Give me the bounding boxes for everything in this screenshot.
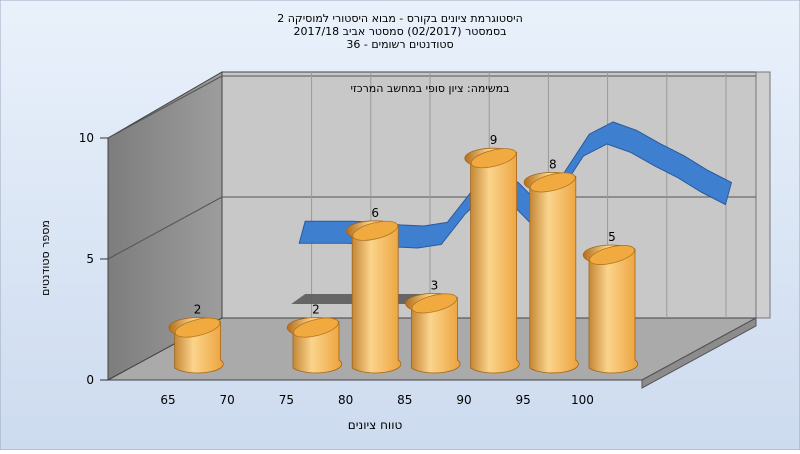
- bar-value-label: 2: [194, 303, 202, 317]
- bar-100: 5: [582, 230, 639, 374]
- x-axis-ticks: 65 70 75 80 85 90 95 100: [160, 393, 593, 407]
- bar-85: 3: [405, 278, 461, 374]
- bar-body: [346, 220, 402, 374]
- right-wall: [755, 71, 771, 319]
- title-line-3: סטודנטים רשומים - 36: [346, 38, 453, 51]
- y-tick-label: 10: [79, 131, 94, 145]
- bar-95: 8: [523, 157, 579, 374]
- bar-top: [411, 293, 458, 314]
- x-tick-label: 65: [160, 393, 175, 407]
- bar-value-label: 9: [490, 133, 498, 147]
- x-tick-label: 80: [338, 393, 353, 407]
- bar-top: [293, 317, 339, 338]
- y-tick-label: 5: [86, 252, 94, 266]
- bar-value-label: 6: [371, 206, 379, 220]
- bar-body: [464, 147, 520, 374]
- bar-75: 2: [286, 303, 343, 374]
- y-axis-ticks: 0 5 10: [79, 131, 108, 387]
- floor-edge: [641, 317, 757, 389]
- bar-value-label: 3: [431, 278, 439, 292]
- x-tick-label: 95: [516, 393, 531, 407]
- bar-top: [352, 220, 399, 241]
- x-tick-label: 70: [220, 393, 235, 407]
- bar-90: 9: [464, 133, 520, 374]
- bar-body: [523, 172, 579, 374]
- x-tick-label: 90: [456, 393, 471, 407]
- y-tick-label: 0: [86, 373, 94, 387]
- bar-value-label: 2: [312, 303, 320, 317]
- x-tick-label: 100: [571, 393, 594, 407]
- gridline-side: [107, 75, 223, 139]
- bar-value-label: 5: [608, 230, 616, 244]
- bar-top: [470, 148, 517, 169]
- chart-title: היסטוגרמת ציונים בקורס - מבוא היסטורי למ…: [277, 12, 523, 51]
- title-line-2: בסמסטר (02/2017) סמסטר אביב 2017/18: [293, 25, 506, 38]
- bars: 2 2 6 3 9 8 5: [168, 133, 639, 374]
- bar-body: [405, 293, 461, 374]
- bar-65: 2: [168, 303, 224, 374]
- gridline-side: [107, 196, 223, 260]
- title-line-1: היסטוגרמת ציונים בקורס - מבוא היסטורי למ…: [277, 12, 523, 25]
- y-axis-label: מספר סטודנטים: [39, 220, 52, 296]
- bar-value-label: 8: [549, 157, 557, 171]
- chart-subtitle: במשימה: ציון סופי במחשב המרכזי: [350, 82, 509, 95]
- bar-80: 6: [346, 206, 402, 374]
- x-axis-label: טווח ציונים: [348, 418, 403, 432]
- x-tick-label: 85: [397, 393, 412, 407]
- bar-top: [589, 245, 635, 265]
- bar-body: [582, 244, 639, 374]
- x-tick-label: 75: [279, 393, 294, 407]
- bar-top: [174, 317, 221, 338]
- bar-top: [529, 172, 576, 193]
